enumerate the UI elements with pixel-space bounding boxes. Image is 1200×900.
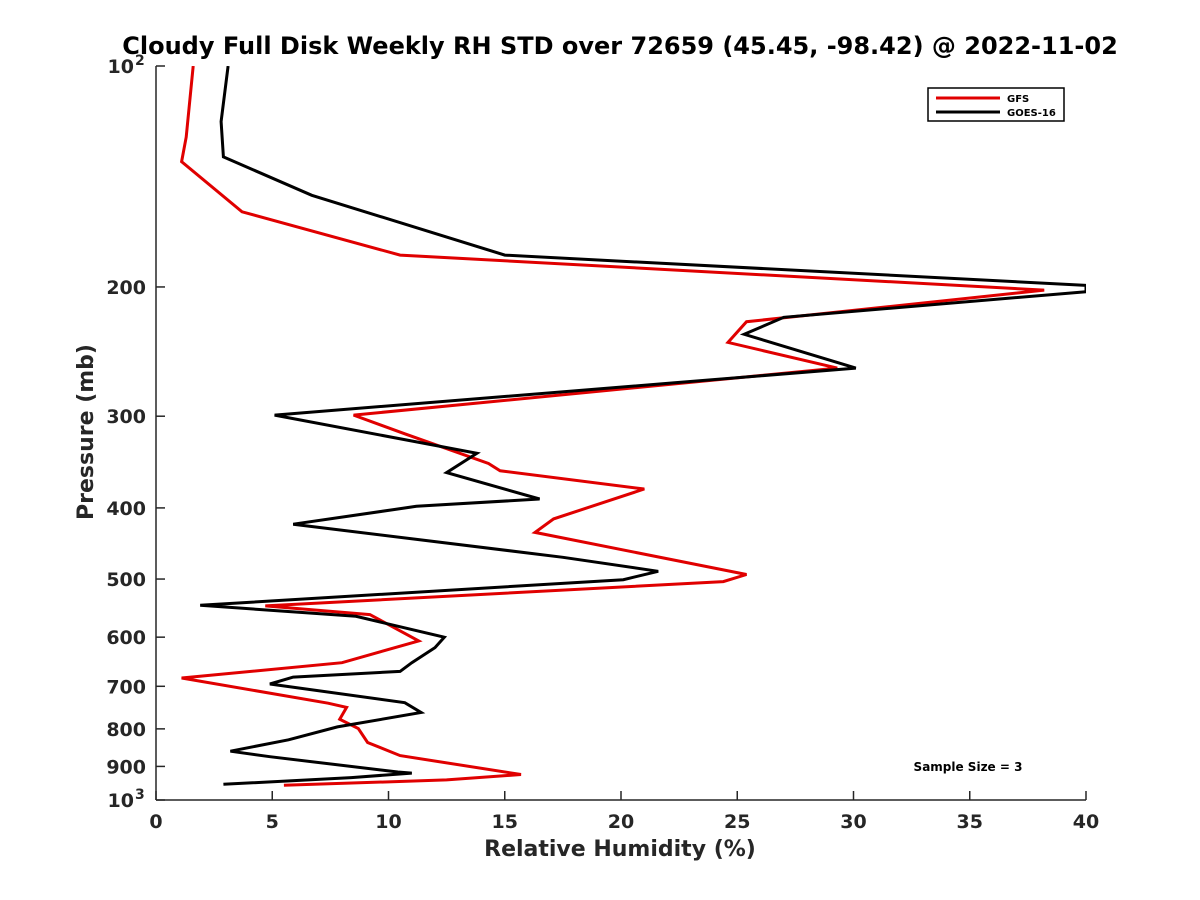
y-tick-exponent: 2 [135,53,145,69]
y-tick-label: 10 [108,56,134,78]
y-axis-label: Pressure (mb) [74,344,99,520]
legend: GFS GOES-16 [927,87,1065,122]
series-line-goes-16 [200,66,1086,786]
y-tick-label: 600 [106,627,146,649]
y-tick-label: 900 [106,756,146,778]
legend-box [927,87,1065,122]
y-tick-label: 500 [106,569,146,591]
y-tick-label: 700 [106,676,146,698]
y-tick-label: 800 [106,719,146,741]
y-tick-label: 200 [106,277,146,299]
x-tick-label: 0 [149,811,162,833]
legend-label-goes-16: GOES-16 [1007,108,1056,119]
x-tick-label: 5 [266,811,279,833]
x-tick-label: 40 [1073,811,1099,833]
x-tick-label: 20 [608,811,634,833]
series-line-gfs [179,66,1045,787]
y-tick-exponent: 3 [135,787,145,803]
x-tick-label: 15 [492,811,518,833]
x-axis: 0 5 10 15 20 25 30 35 40 [149,791,1099,833]
x-tick-label: 10 [375,811,401,833]
series-group [179,66,1086,787]
sample-size-annotation: Sample Size = 3 [914,760,1023,774]
x-axis-label: Relative Humidity (%) [484,837,756,862]
x-tick-label: 25 [724,811,750,833]
x-tick-label: 30 [840,811,866,833]
chart-title: Cloudy Full Disk Weekly RH STD over 7265… [122,32,1118,60]
x-tick-label: 35 [957,811,983,833]
y-tick-label: 10 [108,790,134,812]
legend-label-gfs: GFS [1007,94,1029,105]
y-tick-label: 300 [106,406,146,428]
y-tick-label: 400 [106,498,146,520]
